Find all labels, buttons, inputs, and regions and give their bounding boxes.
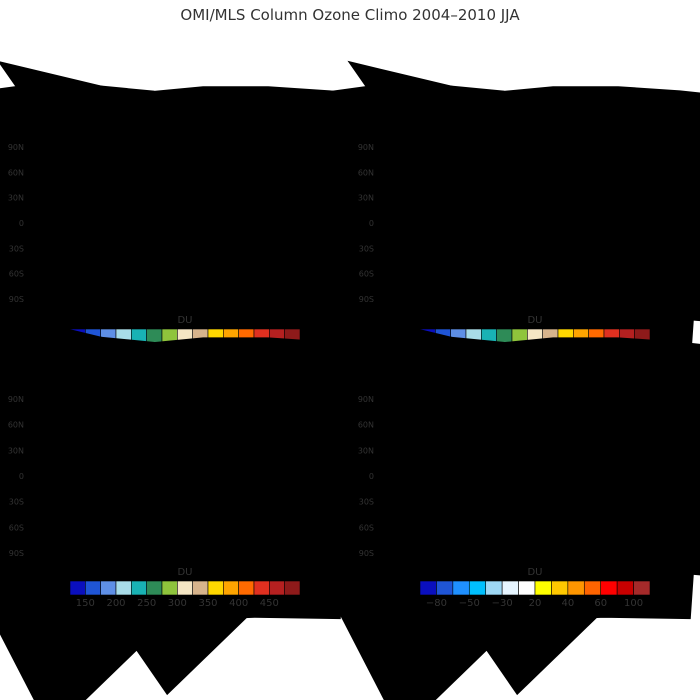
colorbar-swatch bbox=[436, 580, 454, 596]
coastline bbox=[378, 411, 696, 543]
y-tick-label: 30S bbox=[359, 498, 374, 507]
y-tick-label: 0 bbox=[19, 472, 24, 481]
y-tick-label: 90S bbox=[9, 549, 24, 558]
colorbar-swatch bbox=[633, 580, 651, 596]
colorbar-swatch bbox=[253, 580, 270, 596]
colorbar-label: DU bbox=[527, 315, 542, 326]
colorbar-label: DU bbox=[177, 315, 192, 326]
colorbar-swatch bbox=[600, 580, 618, 596]
colorbar-swatch bbox=[419, 580, 437, 596]
y-tick-label: 90N bbox=[8, 395, 24, 404]
y-tick-label: 30S bbox=[9, 498, 24, 507]
colorbar-swatch bbox=[269, 580, 285, 596]
y-tick-label: 60N bbox=[8, 168, 24, 177]
colorbar-tick-label: 250 bbox=[137, 598, 156, 609]
colorbar-swatch bbox=[100, 580, 117, 596]
y-tick-label: 90N bbox=[358, 143, 374, 152]
y-tick-label: 60S bbox=[359, 270, 374, 279]
colorbar-swatch bbox=[131, 580, 147, 596]
y-tick-label: 60S bbox=[9, 523, 24, 532]
coastline-overlay bbox=[378, 411, 696, 543]
y-tick-label: 60N bbox=[8, 421, 24, 430]
y-tick-label: 90S bbox=[359, 295, 374, 304]
y-tick-label: 30N bbox=[358, 446, 374, 455]
y-tick-label: 0 bbox=[369, 472, 374, 481]
colorbar-swatch bbox=[518, 580, 536, 596]
y-tick-label: 30N bbox=[8, 194, 24, 203]
colorbar-tick-label: 350 bbox=[198, 598, 217, 609]
colorbar-swatch bbox=[485, 580, 503, 596]
coastline bbox=[378, 159, 696, 290]
y-tick-label: 90N bbox=[358, 395, 374, 404]
colorbar-swatch bbox=[583, 580, 602, 596]
colorbar-tick-label: 40 bbox=[561, 598, 574, 609]
y-tick-label: 30N bbox=[8, 446, 24, 455]
colorbar-swatch bbox=[468, 580, 487, 596]
y-tick-label: 90S bbox=[359, 549, 374, 558]
y-tick-label: 90N bbox=[8, 143, 24, 152]
colorbar-swatch bbox=[534, 580, 552, 596]
colorbar: DU −80 −50 −30 20 40 60 100 bbox=[419, 567, 651, 609]
colorbar-tick-label: 200 bbox=[106, 598, 125, 609]
colorbar-swatch bbox=[192, 580, 209, 596]
colorbar-swatch bbox=[146, 580, 163, 596]
y-tick-label: 30S bbox=[359, 244, 374, 253]
colorbar-tick-label: 300 bbox=[168, 598, 187, 609]
colorbar-tick-label: −30 bbox=[492, 598, 513, 609]
y-tick-label: 60N bbox=[358, 168, 374, 177]
y-tick-label: 60S bbox=[359, 523, 374, 532]
colorbar-swatch bbox=[452, 580, 470, 596]
coastline-overlay bbox=[378, 159, 696, 290]
y-tick-label: 0 bbox=[369, 219, 374, 228]
colorbar-swatch bbox=[223, 580, 239, 596]
colorbar-swatch bbox=[284, 580, 301, 596]
colorbar-swatch bbox=[161, 580, 178, 596]
page-title: OMI/MLS Column Ozone Climo 2004–2010 JJA bbox=[180, 6, 520, 24]
colorbar-tick-label: −50 bbox=[459, 598, 480, 609]
colorbar-swatch bbox=[567, 580, 585, 596]
y-tick-label: 60S bbox=[9, 270, 24, 279]
colorbar-tick-label: 60 bbox=[594, 598, 607, 609]
colorbar-swatch bbox=[69, 580, 86, 596]
colorbar-swatch bbox=[115, 580, 132, 596]
y-tick-label: 0 bbox=[19, 219, 24, 228]
y-tick-label: 30S bbox=[9, 244, 24, 253]
y-tick-label: 60N bbox=[358, 421, 374, 430]
colorbar-swatch bbox=[207, 580, 224, 596]
colorbar: DU 150 200 250 300 350 400 450 bbox=[69, 567, 301, 609]
colorbar-tick-label: 450 bbox=[260, 598, 279, 609]
y-tick-label: 90S bbox=[9, 295, 24, 304]
colorbar-tick-label: −80 bbox=[426, 598, 447, 609]
colorbar-tick-label: 20 bbox=[529, 598, 542, 609]
panel-p4: Total Column Ozoneb.e21.BRCP85.f09_g17.c… bbox=[358, 362, 696, 609]
colorbar-swatch bbox=[496, 328, 513, 344]
colorbar-swatch bbox=[551, 580, 569, 596]
colorbar-swatch bbox=[85, 580, 101, 596]
colorbar-swatch bbox=[501, 580, 519, 596]
colorbar-tick-label: 100 bbox=[624, 598, 643, 609]
colorbar-tick-label: 150 bbox=[76, 598, 95, 609]
colorbar-swatch bbox=[238, 580, 255, 596]
colorbar-swatch bbox=[177, 580, 193, 596]
colorbar-swatch bbox=[146, 328, 163, 344]
colorbar-label: DU bbox=[177, 567, 192, 578]
colorbar-tick-label: 400 bbox=[229, 598, 248, 609]
y-tick-label: 30N bbox=[358, 194, 374, 203]
colorbar-swatch bbox=[616, 580, 634, 596]
colorbar-label: DU bbox=[527, 567, 542, 578]
